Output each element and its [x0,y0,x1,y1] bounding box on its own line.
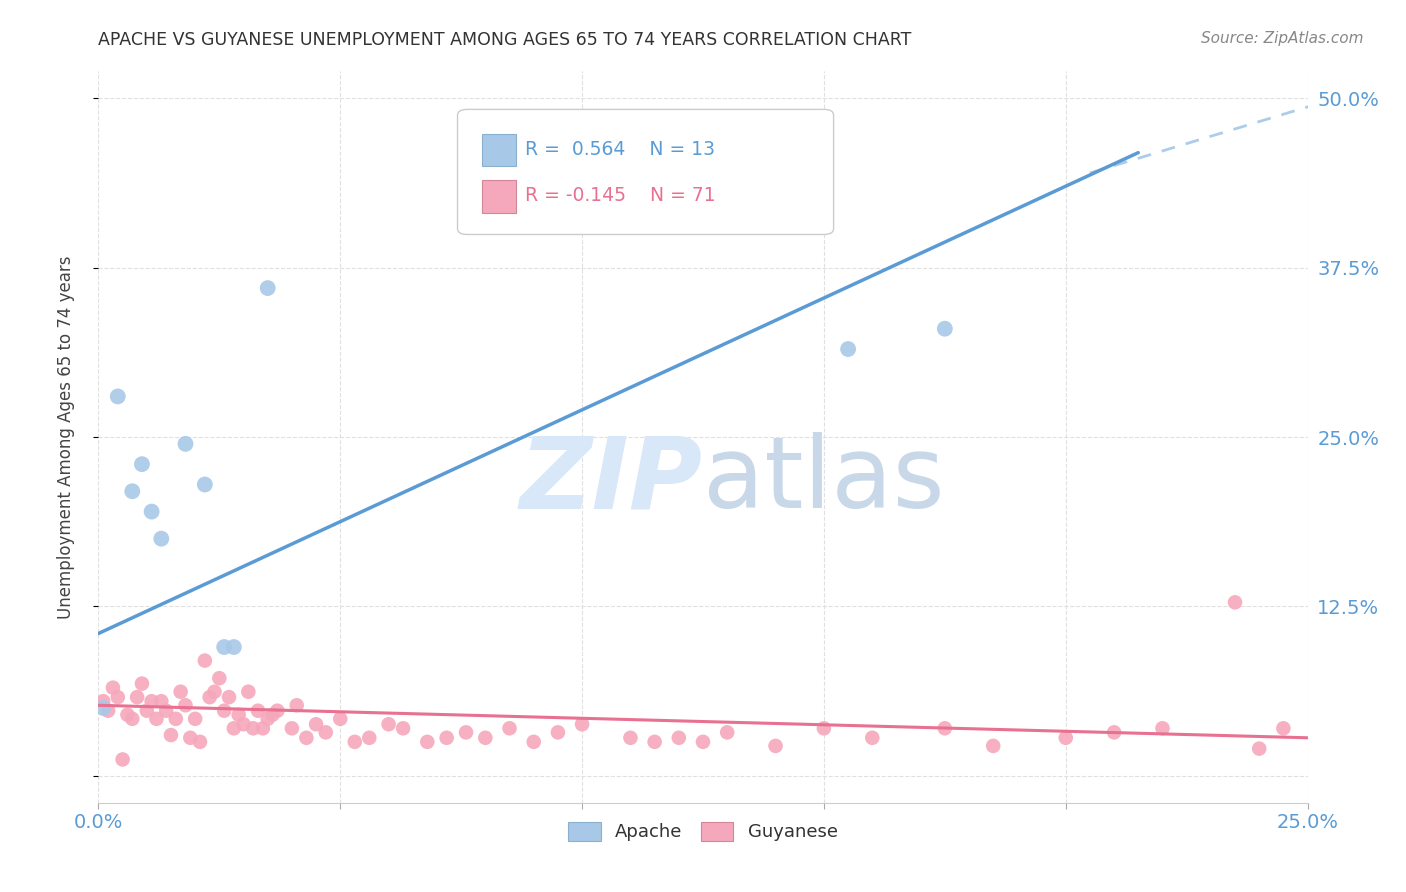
Point [668,731,690,745]
Point [1223,595,1246,609]
Point [188,735,211,749]
Point [1102,725,1125,739]
Point [813,721,835,735]
Point [238,684,260,698]
Point [194,477,217,491]
Point [121,484,143,499]
Point [107,389,129,403]
Point [91,694,114,708]
Point [256,281,278,295]
FancyBboxPatch shape [457,110,834,235]
Point [222,721,245,735]
Point [169,684,191,698]
Point [228,707,250,722]
Point [131,457,153,471]
Point [218,690,240,705]
Point [141,505,163,519]
Point [392,721,415,735]
Point [281,721,304,735]
Point [981,739,1004,753]
Point [174,437,197,451]
Point [127,690,149,705]
Point [204,684,226,698]
Point [523,735,546,749]
Point [198,690,221,705]
Point [117,707,139,722]
Point [692,735,714,749]
Point [242,721,264,735]
Text: ZIP: ZIP [520,433,703,530]
Point [474,731,496,745]
Point [454,725,477,739]
Point [266,704,288,718]
Point [111,752,134,766]
Point [498,721,520,735]
Point [131,676,153,690]
Point [232,717,254,731]
Point [285,698,308,713]
Point [619,731,641,745]
Point [145,712,167,726]
Point [194,654,217,668]
Point [212,640,235,654]
Text: Source: ZipAtlas.com: Source: ZipAtlas.com [1201,31,1364,46]
Point [184,712,207,726]
Y-axis label: Unemployment Among Ages 65 to 74 years: Unemployment Among Ages 65 to 74 years [56,255,75,619]
Point [359,731,381,745]
Point [97,704,120,718]
Point [1054,731,1077,745]
Point [934,721,956,735]
Point [121,712,143,726]
Point [212,704,235,718]
Point [141,694,163,708]
Point [837,342,859,356]
Point [91,701,114,715]
Point [295,731,318,745]
Point [247,704,270,718]
Point [252,721,274,735]
Point [644,735,666,749]
Point [1152,721,1174,735]
Point [256,712,278,726]
Point [1249,741,1271,756]
Text: atlas: atlas [703,433,945,530]
Point [208,671,231,685]
Point [107,690,129,705]
Point [222,640,245,654]
Point [305,717,328,731]
Point [547,725,569,739]
Point [179,731,201,745]
Point [377,717,399,731]
Point [329,712,352,726]
Point [860,731,883,745]
Text: APACHE VS GUYANESE UNEMPLOYMENT AMONG AGES 65 TO 74 YEARS CORRELATION CHART: APACHE VS GUYANESE UNEMPLOYMENT AMONG AG… [98,31,912,49]
Point [436,731,458,745]
FancyBboxPatch shape [482,134,516,167]
Point [934,322,956,336]
Point [165,712,187,726]
Point [101,681,124,695]
Point [262,707,284,722]
Point [315,725,337,739]
Point [150,694,173,708]
Point [174,698,197,713]
Point [135,704,157,718]
Legend: Apache, Guyanese: Apache, Guyanese [561,814,845,848]
Text: R = -0.145    N = 71: R = -0.145 N = 71 [526,186,716,205]
Point [416,735,439,749]
FancyBboxPatch shape [482,179,516,212]
Point [150,532,173,546]
Point [765,739,787,753]
Point [160,728,183,742]
Point [1272,721,1295,735]
Text: R =  0.564    N = 13: R = 0.564 N = 13 [526,140,716,159]
Point [343,735,366,749]
Point [716,725,738,739]
Point [571,717,593,731]
Point [155,704,177,718]
